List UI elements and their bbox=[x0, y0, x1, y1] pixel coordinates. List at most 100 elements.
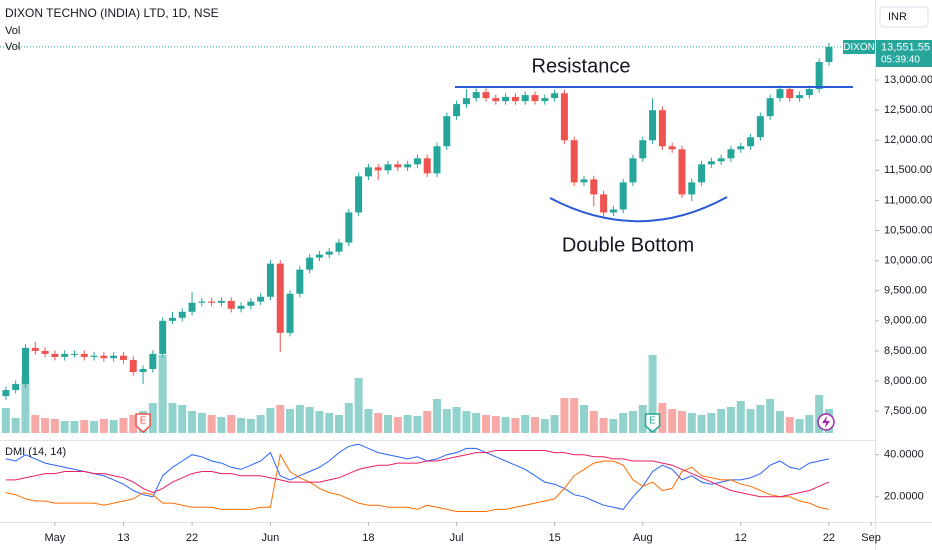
candle-body bbox=[90, 355, 98, 357]
candle-body bbox=[541, 98, 549, 102]
candle-body bbox=[159, 320, 167, 354]
candle-body bbox=[315, 254, 323, 258]
x-tick-label: 22 bbox=[186, 532, 198, 544]
candle-body bbox=[649, 110, 657, 141]
candle-body bbox=[306, 257, 314, 270]
y-tick-label: 12,000.00 bbox=[884, 134, 932, 146]
symbol-label: DIXON bbox=[843, 42, 875, 53]
candle-body bbox=[139, 368, 147, 372]
volume-bar bbox=[80, 420, 89, 433]
y-tick-label: 7,500.00 bbox=[884, 405, 927, 417]
candle-body bbox=[580, 179, 588, 183]
candle-body bbox=[629, 158, 637, 183]
dmi-title: DMI (14, 14) bbox=[5, 446, 66, 458]
x-tick-label: Jul bbox=[450, 532, 464, 544]
candle-body bbox=[335, 242, 343, 252]
candle-body bbox=[208, 301, 216, 303]
candle-body bbox=[31, 347, 39, 351]
volume-bar bbox=[540, 419, 549, 433]
candle-body bbox=[129, 359, 137, 372]
volume-bar bbox=[335, 415, 344, 433]
volume-bar bbox=[452, 407, 461, 433]
candle-body bbox=[198, 301, 206, 303]
candle-body bbox=[453, 104, 461, 117]
volume-bar bbox=[775, 411, 784, 433]
volume-bar bbox=[109, 420, 118, 433]
volume-bar bbox=[21, 375, 30, 433]
volume-bar bbox=[178, 405, 187, 433]
dmi-line bbox=[5, 450, 830, 498]
candle-body bbox=[521, 95, 529, 102]
volume-bar bbox=[246, 419, 255, 433]
volume-bar bbox=[344, 403, 353, 433]
y-tick-label: 40.0000 bbox=[884, 449, 924, 461]
volume-bar bbox=[315, 411, 324, 433]
candle-body bbox=[100, 355, 108, 359]
volume-bar bbox=[217, 417, 226, 433]
candle-body bbox=[80, 353, 88, 357]
candle-body bbox=[2, 390, 10, 397]
volume-bar bbox=[766, 399, 775, 433]
candle-body bbox=[168, 317, 176, 321]
candle-body bbox=[531, 95, 539, 102]
volume-bar bbox=[658, 403, 667, 433]
volume-bar bbox=[677, 411, 686, 433]
volume-bar bbox=[628, 411, 637, 433]
event-marker bbox=[135, 413, 151, 433]
volume-bar bbox=[717, 409, 726, 433]
candle-body bbox=[551, 93, 559, 99]
candle-body bbox=[698, 164, 706, 183]
candle-body bbox=[257, 296, 265, 302]
volume-bar bbox=[530, 417, 539, 433]
dmi-line bbox=[5, 443, 830, 510]
volume-bar bbox=[570, 398, 579, 433]
volume-bar bbox=[305, 407, 314, 433]
volume-bar bbox=[648, 355, 657, 433]
candle-body bbox=[296, 269, 304, 294]
volume-bar bbox=[785, 417, 794, 433]
volume-bar bbox=[795, 419, 804, 433]
candle-body bbox=[717, 158, 725, 162]
candle-body bbox=[786, 89, 794, 99]
candle-body bbox=[286, 293, 294, 333]
candle-body bbox=[110, 355, 118, 359]
candle-body bbox=[492, 98, 500, 102]
candle-body bbox=[325, 251, 333, 255]
y-tick-label: 10,000.00 bbox=[884, 255, 932, 267]
volume-bar bbox=[599, 418, 608, 433]
volume-bar bbox=[384, 415, 393, 433]
candle-body bbox=[41, 350, 49, 354]
volume-bar bbox=[295, 405, 304, 433]
y-tick-label: 20.0000 bbox=[884, 491, 924, 503]
volume-bar bbox=[472, 413, 481, 433]
candle-body bbox=[658, 110, 666, 147]
volume-bar bbox=[687, 413, 696, 433]
candle-body bbox=[345, 212, 353, 243]
volume-bar bbox=[491, 416, 500, 433]
volume-bar bbox=[50, 419, 59, 433]
event-marker bbox=[644, 413, 661, 433]
volume-bar bbox=[354, 378, 363, 433]
volume-bar bbox=[364, 409, 373, 433]
candle-body bbox=[766, 98, 774, 117]
candle-body bbox=[825, 46, 833, 62]
x-tick-label: 12 bbox=[735, 532, 747, 544]
currency-box[interactable] bbox=[879, 6, 929, 28]
candle-body bbox=[678, 149, 686, 195]
x-tick-label: 15 bbox=[548, 532, 560, 544]
candle-body bbox=[688, 182, 696, 195]
volume-bar bbox=[697, 415, 706, 433]
currency: INR bbox=[888, 11, 907, 23]
volume-bar bbox=[805, 415, 814, 433]
candle-body bbox=[747, 137, 755, 147]
candle-body bbox=[796, 95, 804, 99]
volume-bar bbox=[374, 413, 383, 433]
candle-body bbox=[374, 167, 382, 171]
volume-bar bbox=[168, 403, 177, 433]
y-tick-label: 11,000.00 bbox=[884, 194, 932, 206]
candle-body bbox=[639, 140, 647, 159]
x-tick-label: May bbox=[44, 532, 65, 544]
candle-body bbox=[188, 302, 196, 312]
y-tick-label: 13,000.00 bbox=[884, 74, 932, 86]
candle-body bbox=[590, 179, 598, 195]
